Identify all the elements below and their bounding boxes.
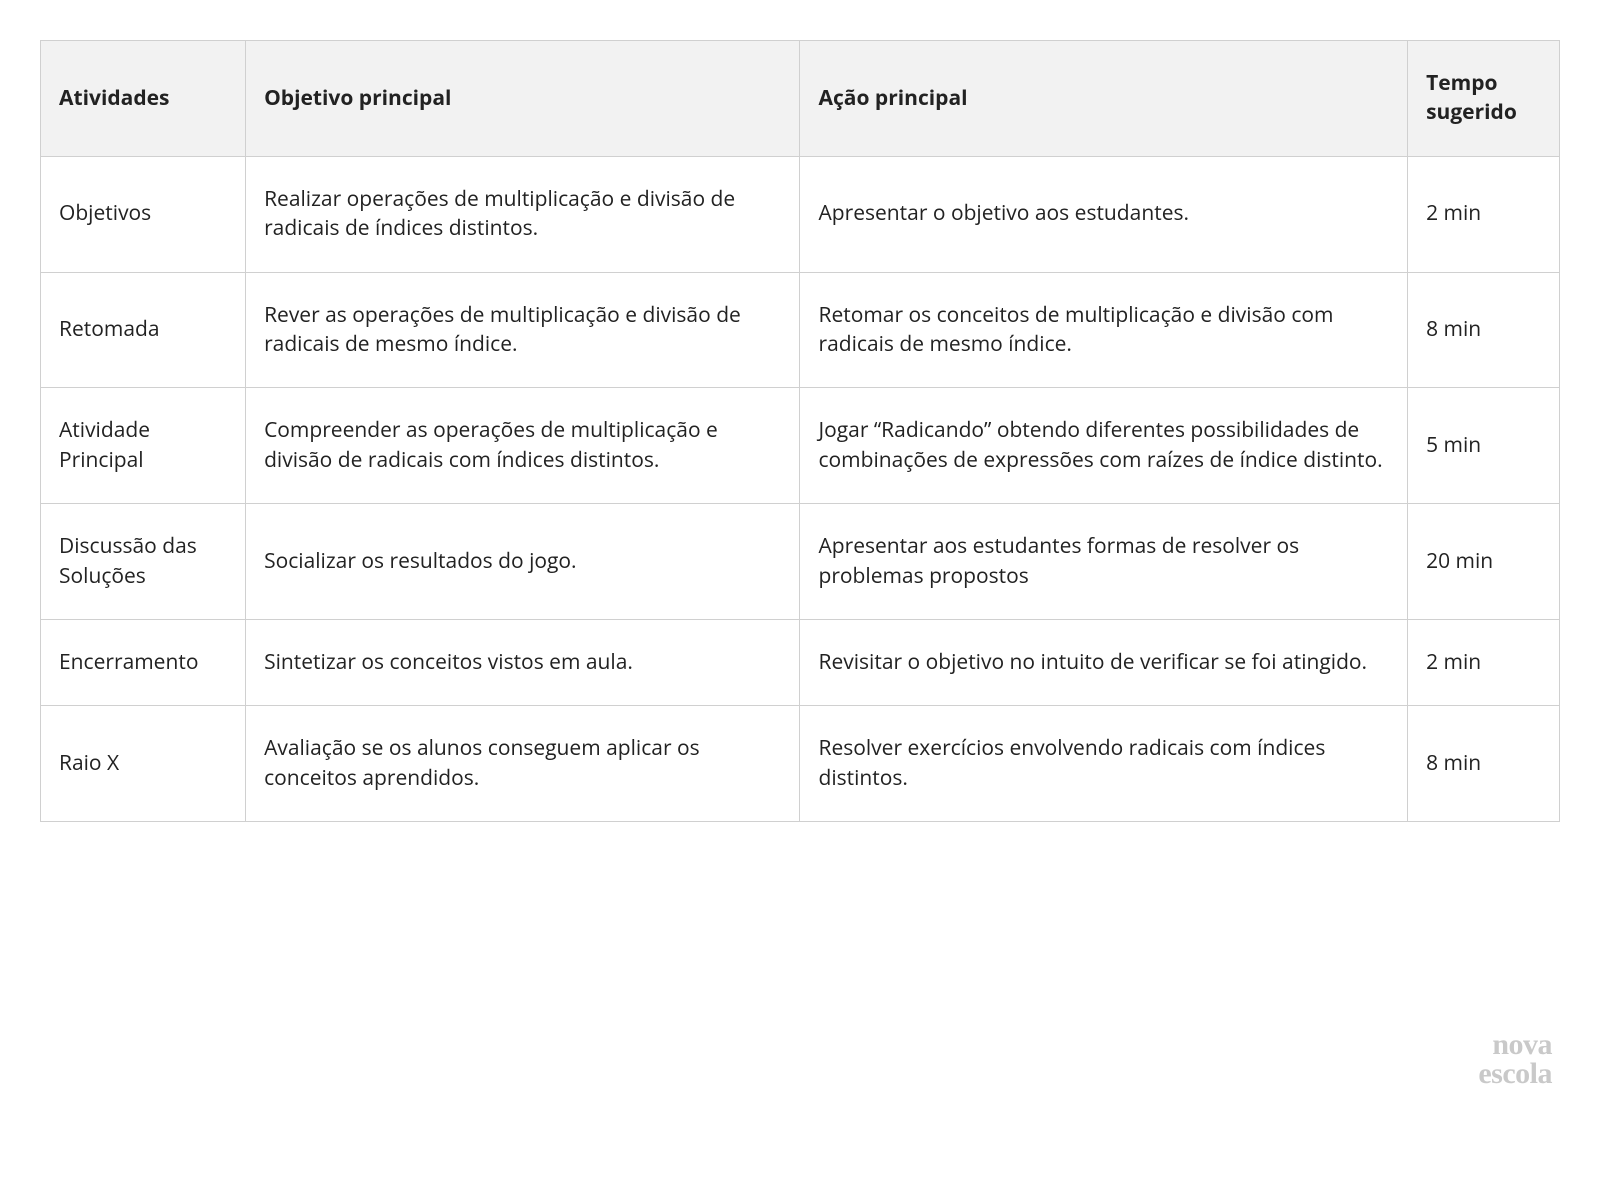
table-body: Objetivos Realizar operações de multipli… <box>41 156 1560 821</box>
cell-objetivo: Realizar operações de multiplicação e di… <box>246 156 800 272</box>
cell-objetivo: Sintetizar os conceitos vistos em aula. <box>246 619 800 705</box>
cell-tempo: 2 min <box>1408 619 1560 705</box>
cell-tempo: 8 min <box>1408 272 1560 388</box>
cell-acao: Retomar os conceitos de multiplicação e … <box>800 272 1408 388</box>
cell-atividades: Atividade Principal <box>41 388 246 504</box>
cell-acao: Revisitar o objetivo no intuito de verif… <box>800 619 1408 705</box>
table-row: Atividade Principal Compreender as opera… <box>41 388 1560 504</box>
activities-table: Atividades Objetivo principal Ação princ… <box>40 40 1560 822</box>
table-row: Encerramento Sintetizar os conceitos vis… <box>41 619 1560 705</box>
cell-tempo: 5 min <box>1408 388 1560 504</box>
col-header-acao: Ação principal <box>800 41 1408 157</box>
cell-acao: Resolver exercícios envolvendo radicais … <box>800 706 1408 822</box>
cell-atividades: Retomada <box>41 272 246 388</box>
table-header: Atividades Objetivo principal Ação princ… <box>41 41 1560 157</box>
col-header-tempo: Tempo sugerido <box>1408 41 1560 157</box>
cell-objetivo: Compreender as operações de multiplicaçã… <box>246 388 800 504</box>
logo-line2: escola <box>1478 1060 1552 1089</box>
cell-atividades: Objetivos <box>41 156 246 272</box>
table-row: Retomada Rever as operações de multiplic… <box>41 272 1560 388</box>
cell-tempo: 20 min <box>1408 504 1560 620</box>
table-header-row: Atividades Objetivo principal Ação princ… <box>41 41 1560 157</box>
cell-objetivo: Rever as operações de multiplicação e di… <box>246 272 800 388</box>
cell-acao: Apresentar aos estudantes formas de reso… <box>800 504 1408 620</box>
table-row: Raio X Avaliação se os alunos conseguem … <box>41 706 1560 822</box>
cell-atividades: Raio X <box>41 706 246 822</box>
cell-acao: Apresentar o objetivo aos estudantes. <box>800 156 1408 272</box>
table-row: Discussão das Soluções Socializar os res… <box>41 504 1560 620</box>
cell-atividades: Discussão das Soluções <box>41 504 246 620</box>
nova-escola-logo: nova escola <box>1478 1031 1552 1088</box>
cell-objetivo: Avaliação se os alunos conseguem aplicar… <box>246 706 800 822</box>
cell-tempo: 8 min <box>1408 706 1560 822</box>
cell-tempo: 2 min <box>1408 156 1560 272</box>
col-header-atividades: Atividades <box>41 41 246 157</box>
activities-table-container: Atividades Objetivo principal Ação princ… <box>40 40 1560 822</box>
cell-objetivo: Socializar os resultados do jogo. <box>246 504 800 620</box>
col-header-objetivo: Objetivo principal <box>246 41 800 157</box>
cell-acao: Jogar “Radicando” obtendo diferentes pos… <box>800 388 1408 504</box>
table-row: Objetivos Realizar operações de multipli… <box>41 156 1560 272</box>
cell-atividades: Encerramento <box>41 619 246 705</box>
